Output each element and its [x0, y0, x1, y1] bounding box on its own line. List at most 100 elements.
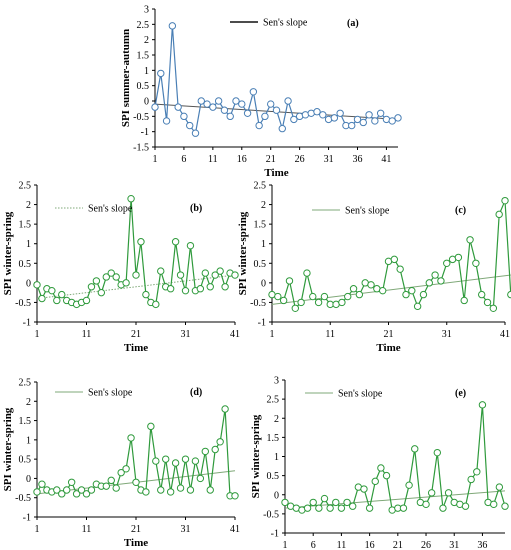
- data-point: [279, 296, 288, 305]
- data-point: [326, 504, 334, 512]
- x-tick-label: 31: [181, 329, 191, 340]
- y-tick-label: -1: [23, 513, 31, 524]
- data-point: [382, 471, 391, 480]
- data-point: [399, 504, 408, 512]
- data-point: [501, 196, 509, 205]
- data-point: [343, 498, 351, 507]
- data-point: [355, 290, 364, 299]
- x-tick-label: 11: [325, 329, 335, 340]
- y-tick-label: -0.5: [15, 298, 31, 309]
- x-tick-label: 16: [237, 154, 247, 165]
- data-point: [216, 438, 224, 446]
- data-point: [365, 111, 373, 119]
- data-point: [315, 504, 323, 512]
- data-point: [353, 115, 362, 124]
- data-point: [152, 457, 160, 465]
- data-point: [344, 292, 352, 301]
- data-point: [48, 286, 56, 295]
- data-point: [186, 121, 194, 130]
- data-point: [413, 302, 422, 311]
- x-tick-label: 6: [311, 540, 316, 550]
- data-point: [58, 290, 66, 299]
- y-tick-label: 1: [26, 239, 31, 250]
- data-point: [186, 241, 195, 250]
- x-tick-label: 11: [208, 154, 218, 165]
- data-point: [97, 288, 106, 297]
- data-point: [196, 285, 205, 293]
- y-tick-label: 3: [144, 5, 149, 16]
- data-point: [168, 22, 177, 30]
- y-tick-label: 0: [26, 474, 31, 485]
- data-point: [226, 112, 234, 121]
- data-point: [162, 455, 170, 463]
- data-point: [122, 465, 130, 473]
- data-point: [152, 300, 160, 309]
- x-axis-label: Time: [124, 342, 148, 354]
- data-point: [122, 279, 130, 287]
- x-axis-label: Time: [124, 537, 148, 549]
- data-point: [107, 476, 115, 485]
- y-tick-label: -1: [271, 529, 279, 540]
- data-point: [338, 298, 346, 307]
- y-tick-label: 2.5: [267, 395, 280, 406]
- y-tick-label: 0: [274, 490, 279, 501]
- data-point: [439, 504, 447, 512]
- data-point: [33, 281, 41, 289]
- legend: Sen's slope: [305, 389, 383, 400]
- data-point: [92, 277, 101, 285]
- data-point: [231, 492, 239, 500]
- data-point: [87, 486, 96, 494]
- data-point: [433, 448, 442, 457]
- data-point: [472, 259, 480, 267]
- legend-label: Sen's slope: [88, 388, 133, 399]
- data-point: [166, 285, 175, 293]
- data-point: [390, 255, 399, 264]
- data-point: [162, 117, 171, 125]
- data-point: [67, 478, 76, 486]
- series-line: [36, 198, 236, 306]
- data-point: [303, 269, 311, 277]
- data-point: [232, 97, 240, 105]
- data-point: [367, 281, 375, 289]
- data-point: [191, 129, 200, 137]
- data-point: [313, 108, 321, 116]
- data-point: [261, 112, 269, 121]
- data-point: [221, 405, 229, 413]
- data-point: [147, 422, 155, 431]
- y-axis-label: SPI summer-autumn: [120, 29, 132, 127]
- data-point: [427, 489, 436, 497]
- data-point: [437, 277, 445, 285]
- data-point: [408, 286, 416, 295]
- data-point: [211, 271, 219, 279]
- sens-slope-trend-line: [36, 274, 236, 300]
- y-tick-label: 1: [274, 452, 279, 463]
- data-point: [132, 478, 140, 486]
- data-point: [203, 100, 211, 108]
- y-tick-label: 2: [26, 397, 31, 408]
- x-tick-label: 41: [381, 154, 391, 165]
- data-point: [309, 498, 317, 507]
- data-point: [320, 292, 329, 301]
- y-tick-label: 0: [261, 278, 266, 289]
- data-point: [62, 486, 71, 494]
- y-axis-label: SPI winter-spring: [2, 407, 14, 491]
- x-tick-label: 21: [131, 524, 141, 535]
- y-tick-label: -1: [23, 318, 31, 329]
- data-point: [201, 269, 210, 277]
- data-point: [425, 279, 433, 287]
- data-point: [214, 97, 223, 105]
- data-point: [142, 290, 150, 299]
- data-point: [490, 500, 498, 509]
- panel-label: (c): [455, 205, 466, 216]
- y-tick-label: 2: [26, 200, 31, 211]
- y-tick-label: 0.5: [19, 259, 32, 270]
- data-point: [220, 106, 229, 114]
- y-tick-label: 1: [261, 239, 266, 250]
- data-point: [196, 474, 205, 483]
- data-point: [201, 447, 210, 456]
- data-point: [278, 124, 286, 133]
- data-point: [359, 118, 367, 127]
- data-point: [378, 286, 387, 295]
- data-point: [181, 455, 190, 463]
